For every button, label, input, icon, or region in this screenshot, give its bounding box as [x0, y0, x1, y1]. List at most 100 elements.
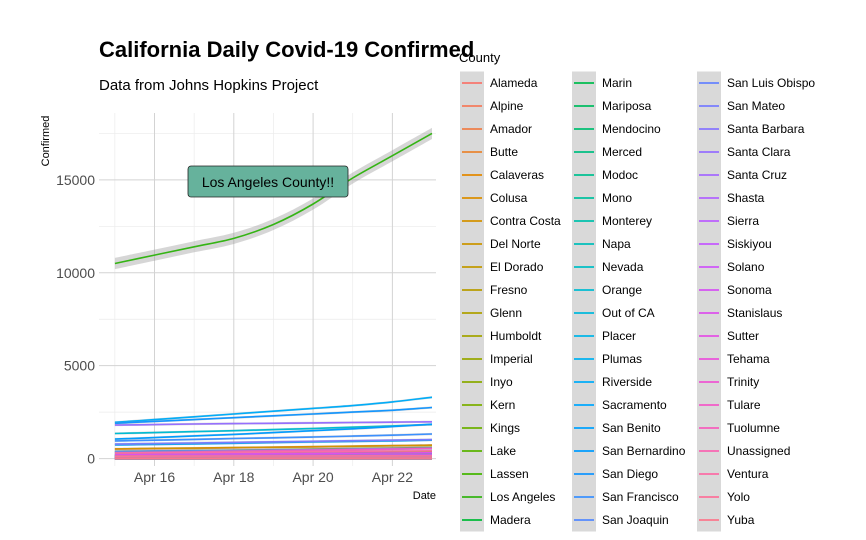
legend-item: Placer	[572, 324, 636, 348]
legend-item: Imperial	[460, 347, 533, 371]
legend-item: Tehama	[697, 347, 770, 371]
legend-label: El Dorado	[490, 260, 544, 274]
series-line	[114, 132, 433, 265]
legend-item: Stanislaus	[697, 301, 782, 325]
annotation-box	[187, 165, 349, 198]
legend-item: Siskiyou	[697, 232, 772, 256]
legend-label: Fresno	[490, 283, 528, 297]
legend-label: Monterey	[602, 214, 652, 228]
legend-label: Alpine	[490, 99, 524, 113]
legend-item: Tulare	[697, 393, 761, 417]
series-line	[114, 450, 433, 454]
legend-label: San Diego	[602, 467, 658, 481]
legend-item: Glenn	[460, 301, 522, 325]
legend-item: San Joaquin	[572, 508, 669, 532]
legend-label: Siskiyou	[727, 237, 772, 251]
legend-item: Yolo	[697, 485, 750, 509]
legend-label: Santa Clara	[727, 145, 791, 159]
legend-label: Del Norte	[490, 237, 541, 251]
legend-title: County	[459, 50, 501, 65]
legend-item: Butte	[460, 140, 518, 164]
x-tick-label: Apr 22	[372, 469, 413, 485]
legend-label: Kern	[490, 398, 515, 412]
legend-item: Ventura	[697, 462, 769, 486]
legend-item: Kings	[460, 416, 520, 440]
series-line	[114, 423, 433, 435]
series-group	[114, 127, 433, 460]
series-line	[114, 423, 433, 440]
plot-panel: Apr 16 Apr 18 Apr 20 Apr 22 0 5000 10000 15000 L…	[56, 113, 436, 485]
x-tick-label: Apr 18	[213, 469, 254, 485]
series-line	[114, 421, 433, 426]
legend-label: Tehama	[727, 352, 770, 366]
legend: County Alameda Alpine Amador Butte Calaveras…	[459, 50, 815, 532]
legend-label: Mono	[602, 191, 632, 205]
legend-item: Yuba	[697, 508, 755, 532]
legend-label: Tuolumne	[727, 421, 780, 435]
legend-item: Out of CA	[572, 301, 655, 325]
legend-label: Plumas	[602, 352, 642, 366]
legend-item: Madera	[460, 508, 531, 532]
legend-item: Alameda	[460, 71, 538, 95]
series-ribbon	[114, 127, 433, 270]
legend-label: Ventura	[727, 467, 769, 481]
legend-item: Los Angeles	[460, 485, 555, 509]
legend-label: Lassen	[490, 467, 529, 481]
legend-item: Lassen	[460, 462, 529, 486]
legend-label: Merced	[602, 145, 642, 159]
legend-label: Nevada	[602, 260, 644, 274]
x-tick-label: Apr 16	[134, 469, 175, 485]
legend-label: Tulare	[727, 398, 761, 412]
legend-label: San Mateo	[727, 99, 785, 113]
series-line	[114, 444, 433, 450]
legend-label: San Bernardino	[602, 444, 686, 458]
legend-item: Sacramento	[572, 393, 667, 417]
legend-label: Sutter	[727, 329, 759, 343]
legend-label: Placer	[602, 329, 636, 343]
legend-label: Modoc	[602, 168, 638, 182]
legend-label: San Joaquin	[602, 513, 669, 527]
legend-item: Merced	[572, 140, 642, 164]
legend-item: Colusa	[460, 186, 528, 210]
legend-label: San Francisco	[602, 490, 679, 504]
legend-label: Sonoma	[727, 283, 772, 297]
legend-label: Calaveras	[490, 168, 544, 182]
series-line	[114, 433, 433, 442]
legend-item: Humboldt	[460, 324, 542, 348]
legend-item: Del Norte	[460, 232, 541, 256]
legend-label: Kings	[490, 421, 520, 435]
chart-title: California Daily Covid-19 Confirmed	[99, 37, 474, 62]
legend-label: Orange	[602, 283, 642, 297]
legend-label: Solano	[727, 260, 765, 274]
series-line	[114, 452, 433, 456]
legend-item: Orange	[572, 278, 642, 302]
legend-item: San Mateo	[697, 94, 785, 118]
legend-label: San Benito	[602, 421, 661, 435]
y-tick-label: 5000	[64, 358, 95, 374]
legend-label: Riverside	[602, 375, 652, 389]
annotation-text: Los Angeles County!!	[202, 174, 334, 190]
legend-label: Unassigned	[727, 444, 790, 458]
legend-label: Sacramento	[602, 398, 667, 412]
legend-item: Santa Clara	[697, 140, 791, 164]
legend-label: Shasta	[727, 191, 765, 205]
legend-item: Santa Barbara	[697, 117, 805, 141]
legend-item: Kern	[460, 393, 515, 417]
legend-item: Marin	[572, 71, 632, 95]
legend-label: Stanislaus	[727, 306, 782, 320]
legend-item: San Benito	[572, 416, 661, 440]
x-axis-title: Date	[413, 490, 436, 502]
legend-item: Riverside	[572, 370, 652, 394]
legend-item: Mono	[572, 186, 632, 210]
legend-item: Shasta	[697, 186, 765, 210]
legend-item: Napa	[572, 232, 631, 256]
legend-label: Yuba	[727, 513, 755, 527]
legend-label: Lake	[490, 444, 516, 458]
legend-label: Mariposa	[602, 99, 652, 113]
legend-label: Glenn	[490, 306, 522, 320]
y-tick-label: 0	[87, 451, 95, 467]
y-tick-label: 10000	[56, 265, 95, 281]
legend-label: Marin	[602, 76, 632, 90]
legend-item: Solano	[697, 255, 765, 279]
